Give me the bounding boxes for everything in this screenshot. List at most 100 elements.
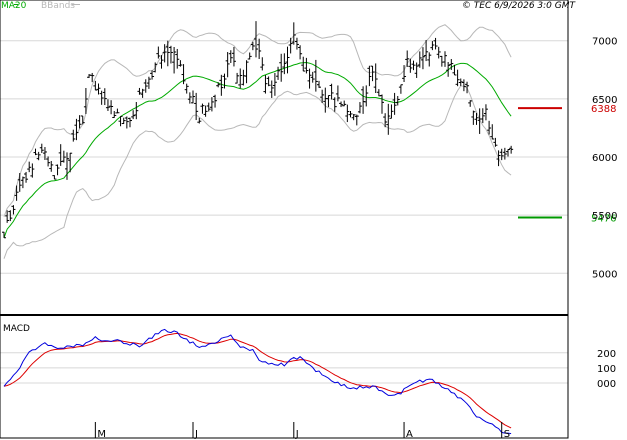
ohlc-bar: [159, 55, 164, 69]
ohlc-bar: [146, 76, 151, 89]
ohlc-bar: [493, 137, 498, 147]
ohlc-bar: [238, 68, 243, 89]
ohlc-bar: [74, 118, 79, 141]
ohlc-bar: [335, 85, 340, 102]
ohlc-bar: [153, 62, 158, 73]
ohlc-bar: [17, 173, 22, 192]
ohlc-bar: [304, 57, 309, 74]
ohlc-bar: [134, 101, 139, 120]
ohlc-bar: [30, 163, 35, 178]
ohlc-bar: [102, 88, 107, 106]
ohlc-bar: [209, 97, 214, 112]
ohlc-bar: [465, 81, 470, 94]
ohlc-bar: [443, 51, 447, 67]
ohlc-bar: [219, 74, 224, 96]
price-tick-label: 5500: [592, 211, 617, 222]
month-tick-label: A: [406, 429, 413, 440]
ohlc-bar: [483, 104, 488, 121]
ohlc-bar: [354, 114, 359, 126]
ohlc-bar: [128, 117, 132, 128]
ohlc-bar: [313, 59, 318, 92]
ohlc-bar: [320, 89, 325, 103]
grid-layer: [0, 40, 568, 384]
ohlc-bar: [279, 53, 284, 82]
ohlc-bar: [213, 94, 218, 108]
ohlc-bar: [367, 65, 372, 87]
ohlc-bar: [446, 62, 451, 77]
ohlc-bar: [408, 58, 413, 73]
ohlc-bar: [96, 83, 101, 95]
ohlc-bar: [121, 117, 126, 125]
ohlc-bar: [105, 99, 110, 111]
ma20-series: [3, 61, 512, 238]
ohlc-bar: [433, 37, 438, 50]
ohlc-bar: [370, 65, 375, 82]
ohlc-bar: [301, 56, 306, 72]
axis-labels: 5000 5500 6000 6500 7000 000 100 200 M J J A S: [94, 37, 617, 440]
ohlc-bar: [172, 46, 177, 74]
ohlc-bar: [471, 110, 476, 125]
ohlc-bar: [342, 100, 347, 107]
ohlc-bar: [455, 69, 460, 87]
ohlc-bar: [191, 90, 195, 104]
ohlc-bar: [235, 72, 240, 84]
ohlc-bar: [392, 92, 397, 115]
ohlc-bar: [383, 113, 388, 128]
price-tick-label: 6000: [592, 153, 617, 164]
ohlc-bar: [490, 124, 495, 140]
ohlc-bar: [225, 52, 230, 78]
ohlc-bar: [178, 60, 183, 67]
ohlc-bar: [162, 44, 167, 63]
ohlc-bar: [124, 116, 129, 129]
ohlc-bar: [263, 75, 268, 94]
ohlc-bar: [294, 37, 299, 50]
ohlc-bar: [36, 151, 41, 161]
ohlc-bar: [452, 64, 457, 76]
ohlc-bar: [14, 185, 19, 201]
ohlc-bar: [317, 80, 321, 88]
ohlc-bar: [184, 83, 189, 94]
ohlc-bar: [197, 117, 202, 124]
ohlc-bar: [247, 52, 252, 60]
ohlc-bar: [326, 95, 331, 108]
ohlc-bar: [5, 210, 10, 223]
ohlc-bar: [458, 78, 463, 86]
ohlc-bar: [424, 40, 429, 62]
ohlc-bar: [449, 58, 454, 70]
ohlc-bar: [339, 101, 344, 108]
ohlc-bar: [228, 50, 233, 64]
ohlc-bar: [389, 104, 394, 119]
ohlc-bar: [250, 41, 255, 51]
ohlc-bar: [398, 84, 403, 94]
ohlc-bar: [58, 144, 63, 166]
ohlc-bar: [487, 120, 492, 135]
ohlc-bar: [477, 108, 482, 134]
ohlc-bar: [77, 115, 82, 129]
ohlc-bar: [206, 102, 211, 112]
ohlc-bar: [329, 83, 334, 100]
ohlc-bar: [411, 60, 416, 71]
ohlc-bar: [112, 111, 117, 119]
ohlc-bar: [257, 38, 262, 59]
ma20-line: [3, 61, 512, 238]
ohlc-bar: [49, 160, 54, 172]
price-tick-label: 6500: [592, 95, 617, 106]
ohlc-bar: [80, 115, 85, 125]
ohlc-bar: [27, 161, 32, 173]
ohlc-bar: [288, 37, 293, 54]
ohlc-bar: [65, 152, 69, 180]
ohlc-bar: [52, 175, 57, 180]
bbands-legend-label: BBands: [41, 1, 75, 11]
ohlc-bar: [131, 110, 136, 120]
ohlc-bar: [405, 50, 410, 67]
ohlc-bar: [241, 69, 246, 86]
ohlc-bar: [386, 103, 391, 135]
ohlc-bar: [380, 94, 384, 114]
ohlc-bar: [156, 46, 161, 59]
ohlc-bar: [203, 105, 208, 117]
ohlc-bar: [345, 104, 350, 123]
ohlc-bar: [348, 110, 353, 118]
ohlc-bar: [39, 143, 44, 153]
ohlc-bar: [298, 45, 303, 60]
